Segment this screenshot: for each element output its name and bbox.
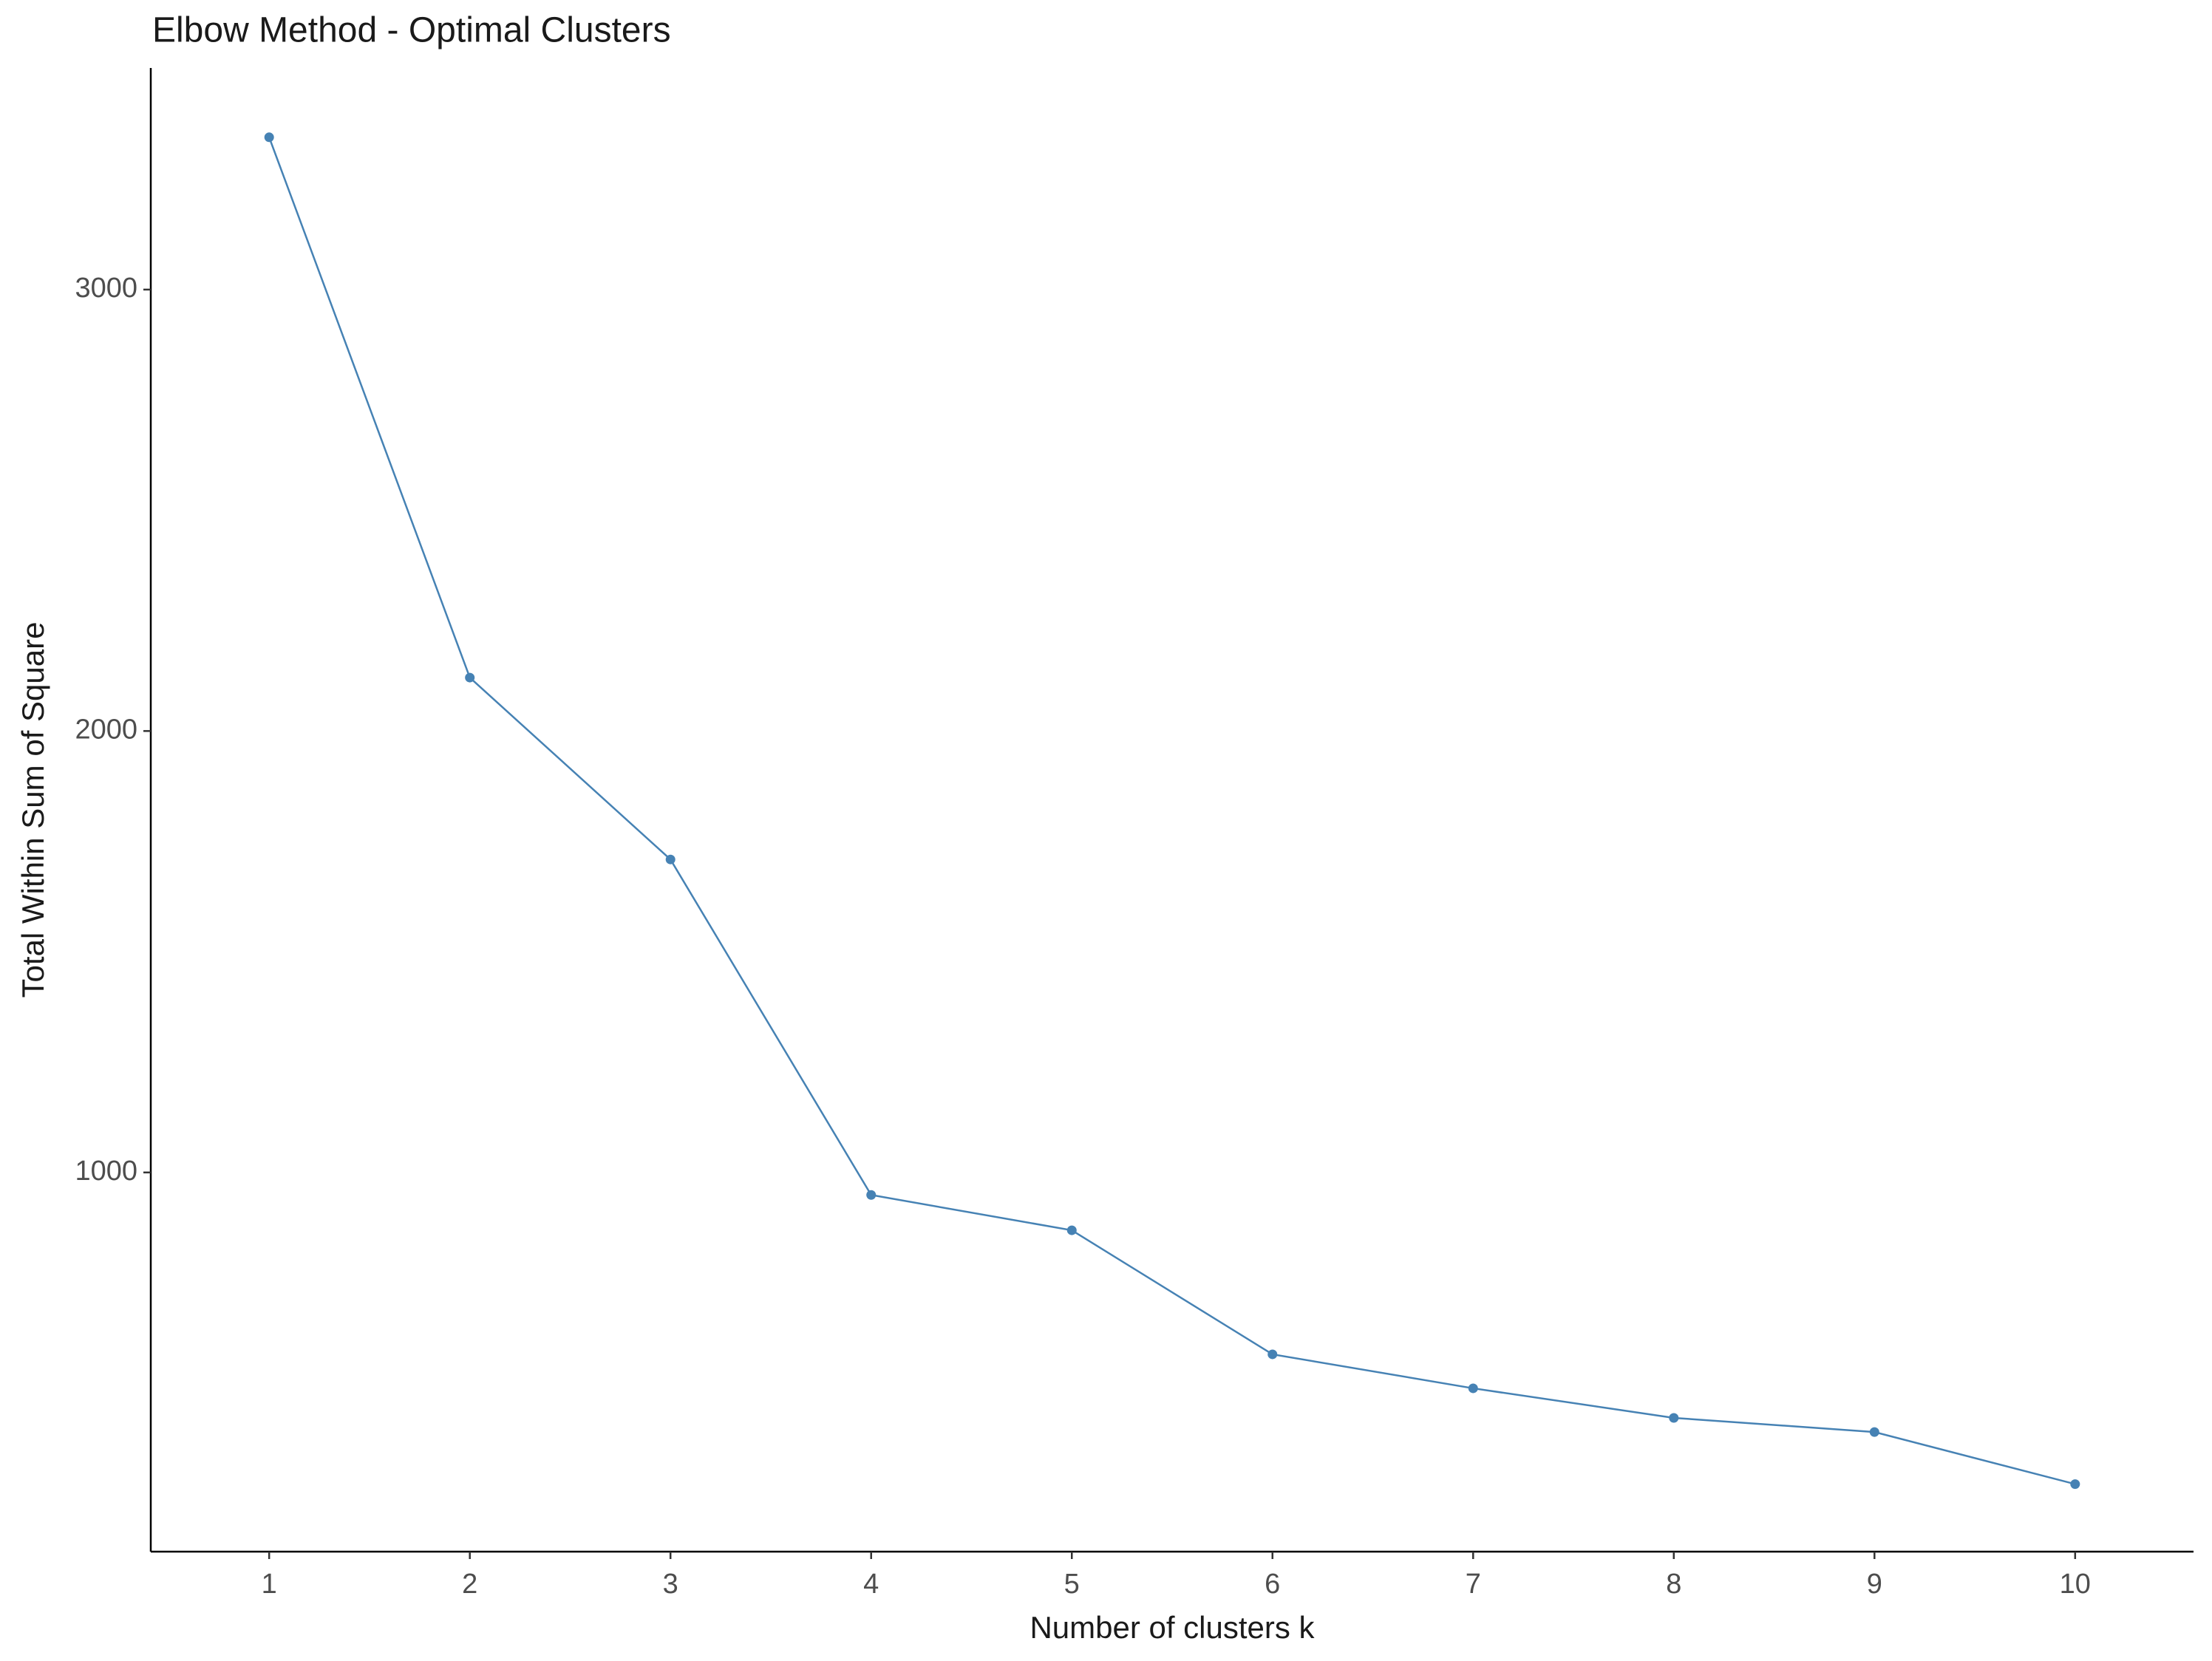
point	[1066, 1225, 1077, 1235]
y-axis-label: Total Within Sum of Square	[16, 622, 50, 998]
x-tick-label: 1	[262, 1569, 277, 1600]
x-tick-label: 7	[1466, 1569, 1481, 1600]
y-tick-label: 2000	[75, 714, 137, 745]
y-tick-label: 1000	[75, 1156, 137, 1187]
x-tick-label: 9	[1867, 1569, 1882, 1600]
point	[1267, 1349, 1278, 1360]
x-tick-label: 5	[1064, 1569, 1080, 1600]
point	[465, 672, 475, 683]
point	[1468, 1383, 1478, 1394]
point	[1669, 1413, 1679, 1423]
x-tick-label: 6	[1265, 1569, 1280, 1600]
point	[2070, 1479, 2080, 1490]
point	[264, 132, 274, 143]
x-tick-label: 10	[2060, 1569, 2091, 1600]
x-tick-label: 4	[863, 1569, 879, 1600]
x-tick-label: 8	[1666, 1569, 1681, 1600]
line	[268, 137, 2076, 1485]
point	[665, 854, 675, 864]
y-tick-label: 3000	[75, 273, 137, 304]
chart-title: Elbow Method - Optimal Clusters	[152, 11, 671, 50]
x-tick-label: 2	[462, 1569, 477, 1600]
point	[1869, 1427, 1879, 1437]
point	[866, 1190, 877, 1200]
x-tick-label: 3	[663, 1569, 678, 1600]
x-axis-label: Number of clusters k	[1030, 1610, 1315, 1645]
